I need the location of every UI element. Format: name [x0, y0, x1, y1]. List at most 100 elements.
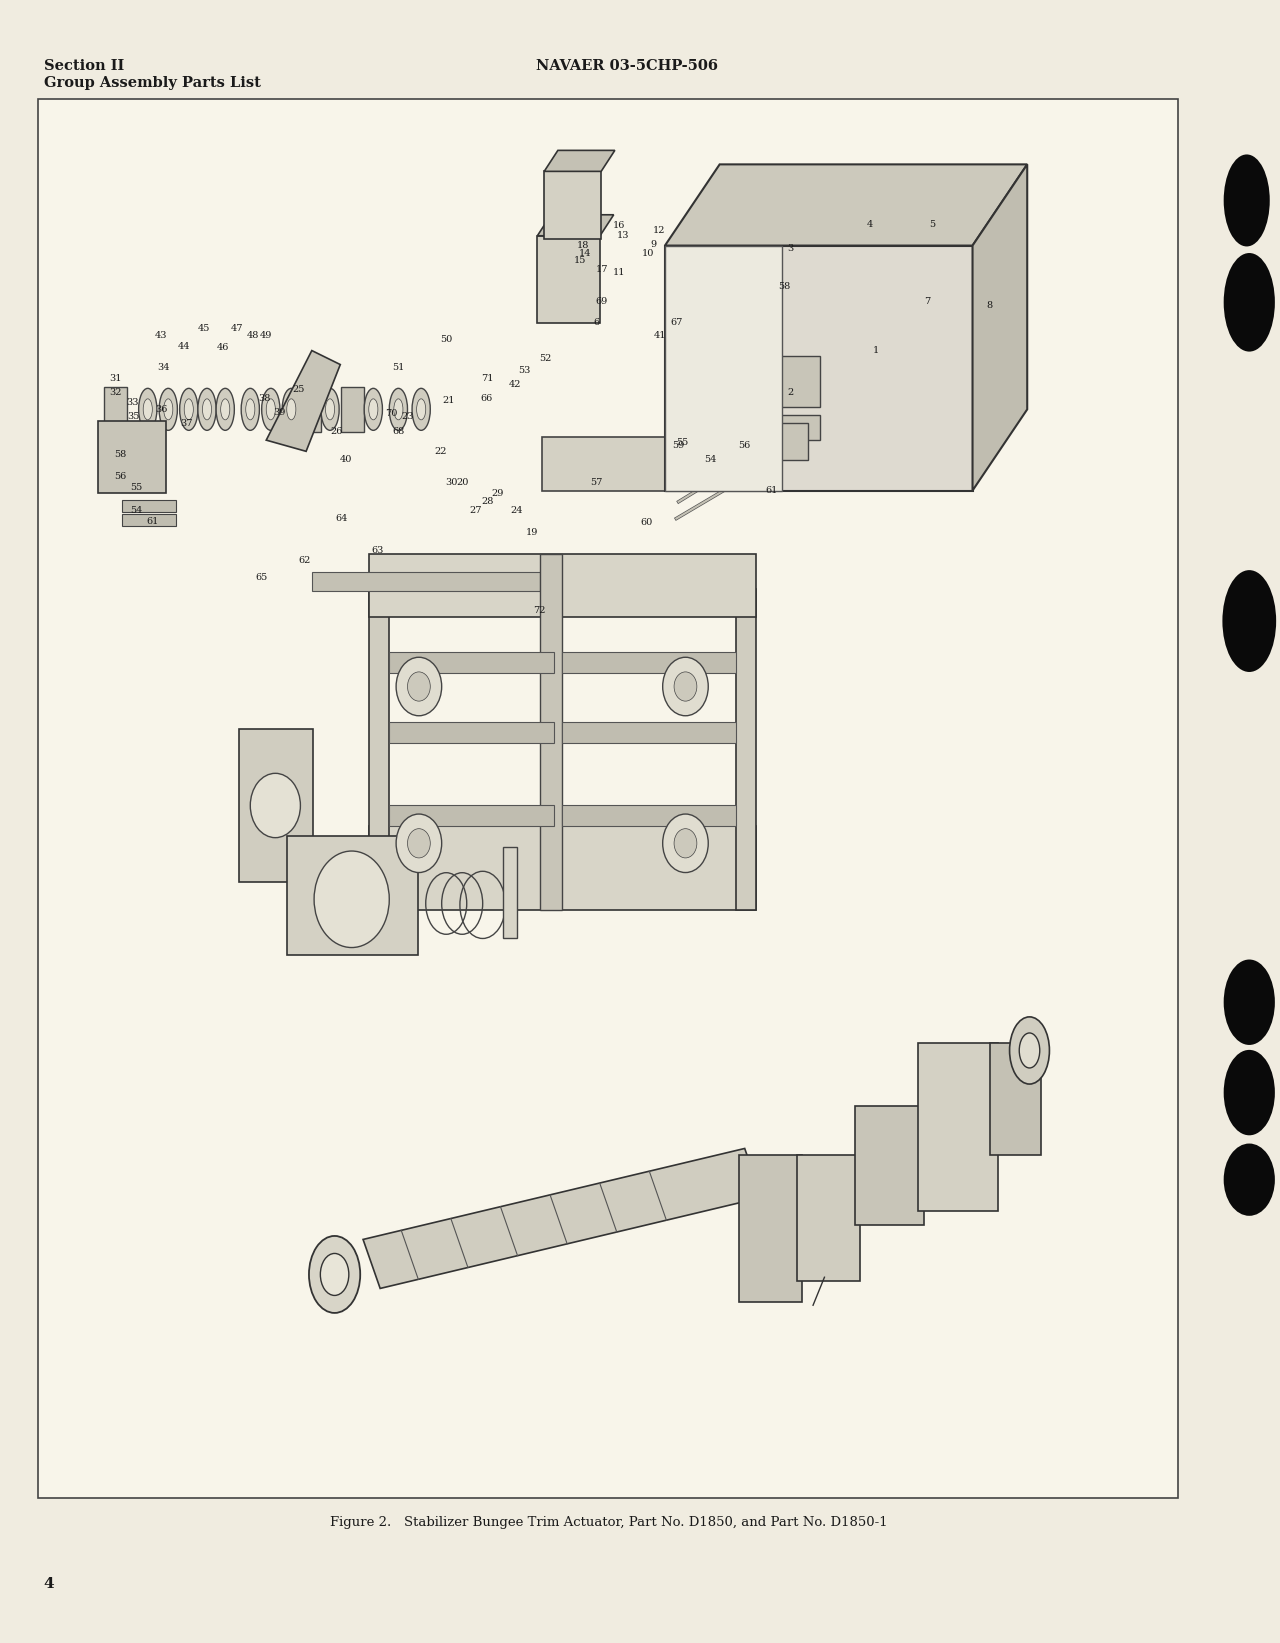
- Ellipse shape: [216, 388, 234, 430]
- Bar: [389, 721, 554, 743]
- Ellipse shape: [1224, 253, 1275, 352]
- Text: 43: 43: [155, 330, 168, 340]
- Text: 54: 54: [704, 455, 717, 465]
- Text: 40: 40: [339, 455, 352, 465]
- Text: 62: 62: [298, 555, 311, 565]
- Bar: [918, 1043, 997, 1211]
- Text: 66: 66: [480, 394, 493, 403]
- Text: 16: 16: [613, 222, 626, 230]
- Text: 21: 21: [443, 396, 454, 406]
- Bar: [765, 357, 820, 406]
- Ellipse shape: [320, 1254, 349, 1295]
- Text: 46: 46: [216, 343, 229, 352]
- Text: 20: 20: [456, 478, 468, 486]
- Bar: [369, 588, 389, 910]
- Text: 35: 35: [127, 412, 140, 421]
- Bar: [342, 388, 365, 432]
- Ellipse shape: [246, 399, 255, 421]
- Text: 72: 72: [534, 606, 545, 616]
- Ellipse shape: [164, 399, 173, 421]
- Text: 9: 9: [650, 240, 657, 248]
- Bar: [122, 514, 177, 526]
- Ellipse shape: [325, 399, 334, 421]
- Text: 61: 61: [765, 486, 778, 495]
- Text: 5: 5: [929, 220, 936, 228]
- Text: 58: 58: [114, 450, 127, 458]
- Polygon shape: [364, 1148, 762, 1288]
- Text: 50: 50: [440, 335, 452, 343]
- Text: 59: 59: [672, 442, 685, 450]
- Circle shape: [663, 657, 708, 716]
- Text: 64: 64: [335, 514, 348, 522]
- Text: 4: 4: [44, 1577, 54, 1592]
- Bar: [389, 805, 554, 826]
- Bar: [298, 388, 321, 432]
- Text: 24: 24: [511, 506, 524, 514]
- Bar: [989, 1043, 1041, 1155]
- Ellipse shape: [282, 388, 301, 430]
- Polygon shape: [266, 350, 340, 452]
- Text: 27: 27: [470, 506, 483, 514]
- Text: 65: 65: [256, 573, 268, 582]
- Ellipse shape: [1224, 154, 1270, 246]
- Polygon shape: [538, 215, 613, 235]
- Bar: [666, 245, 973, 491]
- Text: 48: 48: [246, 330, 259, 340]
- Text: 13: 13: [617, 232, 628, 240]
- Text: 41: 41: [654, 330, 667, 340]
- Text: 68: 68: [392, 427, 404, 437]
- Text: 37: 37: [180, 419, 193, 427]
- Bar: [562, 721, 736, 743]
- Text: Figure 2.   Stabilizer Bungee Trim Actuator, Part No. D1850, and Part No. D1850-: Figure 2. Stabilizer Bungee Trim Actuato…: [330, 1516, 888, 1530]
- Text: 42: 42: [508, 380, 521, 389]
- Circle shape: [407, 672, 430, 702]
- Text: 2: 2: [787, 388, 794, 398]
- Text: 56: 56: [114, 472, 127, 481]
- Text: 54: 54: [131, 506, 142, 514]
- Ellipse shape: [266, 399, 275, 421]
- Bar: [544, 171, 602, 238]
- Text: 26: 26: [330, 427, 343, 437]
- Text: 60: 60: [640, 518, 653, 527]
- Ellipse shape: [394, 399, 403, 421]
- Text: 32: 32: [110, 388, 122, 398]
- Bar: [38, 99, 1178, 1498]
- Text: 45: 45: [197, 324, 210, 332]
- Bar: [105, 388, 127, 432]
- Text: 36: 36: [155, 404, 168, 414]
- Text: 28: 28: [481, 498, 493, 506]
- Ellipse shape: [138, 388, 157, 430]
- Circle shape: [407, 828, 430, 858]
- Text: 70: 70: [385, 409, 398, 417]
- Text: 23: 23: [401, 412, 413, 421]
- Text: 56: 56: [739, 442, 751, 450]
- Text: 49: 49: [260, 330, 273, 340]
- Polygon shape: [666, 164, 1028, 245]
- Bar: [736, 588, 756, 910]
- Text: 51: 51: [392, 363, 404, 371]
- Text: 18: 18: [577, 242, 589, 250]
- Text: 17: 17: [596, 265, 608, 274]
- Text: 58: 58: [778, 281, 791, 291]
- Bar: [666, 245, 782, 491]
- Circle shape: [314, 851, 389, 948]
- Ellipse shape: [365, 388, 383, 430]
- Text: 34: 34: [157, 363, 170, 371]
- Bar: [540, 554, 562, 910]
- Ellipse shape: [1224, 960, 1275, 1045]
- Text: 55: 55: [676, 439, 689, 447]
- Ellipse shape: [389, 388, 407, 430]
- Ellipse shape: [1224, 1144, 1275, 1216]
- Text: 19: 19: [526, 527, 538, 537]
- Bar: [538, 235, 600, 322]
- Text: 53: 53: [518, 366, 531, 375]
- Ellipse shape: [287, 399, 296, 421]
- Circle shape: [396, 657, 442, 716]
- Bar: [503, 848, 517, 938]
- Text: 6: 6: [594, 319, 599, 327]
- Bar: [855, 1106, 924, 1226]
- Text: 3: 3: [787, 243, 794, 253]
- Ellipse shape: [143, 399, 152, 421]
- Circle shape: [396, 813, 442, 872]
- Ellipse shape: [179, 388, 198, 430]
